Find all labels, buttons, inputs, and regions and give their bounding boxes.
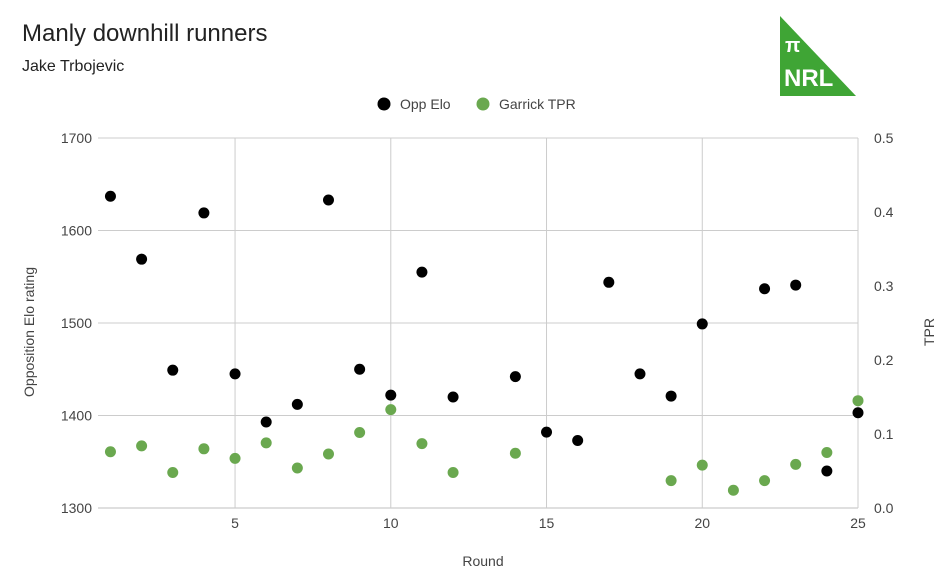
x-tick-label: 20 [694, 515, 710, 531]
y2-tick-label: 0.1 [874, 426, 894, 442]
opp-elo-point [509, 371, 521, 383]
y2-tick-label: 0.5 [874, 130, 894, 146]
garrick-tpr-point [696, 459, 708, 471]
opp-elo-point [104, 190, 116, 202]
x-tick-label: 5 [231, 515, 239, 531]
x-tick-label: 25 [850, 515, 866, 531]
opp-elo-point [572, 434, 584, 446]
garrick-tpr-point [104, 446, 116, 458]
y2-tick-label: 0.2 [874, 352, 894, 368]
opp-elo-point [665, 390, 677, 402]
logo-text: NRL [784, 65, 833, 92]
y2-axis-label: TPR [921, 318, 937, 346]
opp-elo-point [136, 253, 148, 265]
legend[interactable]: Opp Elo Garrick TPR [377, 96, 576, 112]
opp-elo-point [541, 426, 553, 438]
opp-elo-point [229, 368, 241, 380]
opp-elo-point [852, 407, 864, 419]
garrick-tpr-point [852, 395, 864, 407]
logo-triangle [780, 16, 856, 96]
garrick-tpr-point [229, 452, 241, 464]
opp-elo-point [634, 368, 646, 380]
garrick-tpr-point [447, 466, 459, 478]
legend-marker-garrick-tpr [476, 97, 490, 111]
opp-elo-point [603, 276, 615, 288]
opp-elo-point [260, 416, 272, 428]
garrick-tpr-point [354, 427, 366, 439]
y2-tick-label: 0.0 [874, 500, 894, 516]
opp-elo-point [385, 389, 397, 401]
opp-elo-point [416, 266, 428, 278]
garrick-tpr-point [136, 440, 148, 452]
garrick-tpr-point [727, 484, 739, 496]
opp-elo-point [291, 398, 303, 410]
tick-layer: 1300 1400 1500 1600 1700 0.0 0.1 0.2 0.3 0.4 0.5 5 1… [61, 130, 894, 531]
garrick-tpr-point [322, 448, 334, 460]
opp-elo-point [167, 364, 179, 376]
garrick-tpr-point [167, 466, 179, 478]
opp-elo-point [354, 363, 366, 375]
legend-marker-opp-elo [377, 97, 391, 111]
opp-elo-point [821, 465, 833, 477]
legend-label-garrick-tpr: Garrick TPR [499, 96, 576, 112]
garrick-tpr-point [665, 475, 677, 487]
y-tick-label: 1400 [61, 408, 92, 424]
opp-elo-point [447, 391, 459, 403]
garrick-tpr-point [821, 447, 833, 458]
nrl-logo: π NRL [780, 16, 856, 96]
logo-pi-symbol: π [785, 35, 800, 57]
garrick-tpr-point [759, 475, 771, 487]
y-tick-label: 1500 [61, 315, 92, 331]
y2-tick-label: 0.3 [874, 278, 894, 294]
opp-elo-point [790, 279, 802, 291]
garrick-tpr-point [790, 458, 802, 470]
y-tick-label: 1700 [61, 130, 92, 146]
x-tick-label: 15 [539, 515, 555, 531]
opp-elo-point [696, 318, 708, 330]
garrick-tpr-point [416, 438, 428, 450]
point-layer [104, 190, 864, 496]
chart-subtitle: Jake Trbojevic [22, 58, 125, 75]
garrick-tpr-point [385, 404, 397, 416]
grid-layer [98, 137, 859, 509]
y2-tick-label: 0.4 [874, 204, 894, 220]
legend-label-opp-elo: Opp Elo [400, 96, 451, 112]
x-axis-label: Round [462, 553, 503, 569]
opp-elo-point [198, 207, 210, 219]
y-axis-label: Opposition Elo rating [21, 267, 37, 397]
garrick-tpr-point [291, 462, 303, 474]
opp-elo-point [322, 194, 334, 206]
opp-elo-point [759, 283, 771, 295]
garrick-tpr-point [198, 443, 210, 455]
x-tick-label: 10 [383, 515, 399, 531]
y-tick-label: 1600 [61, 223, 92, 239]
y-tick-label: 1300 [61, 500, 92, 516]
chart-title: Manly downhill runners [22, 20, 268, 47]
garrick-tpr-point [509, 447, 521, 459]
garrick-tpr-point [260, 437, 272, 449]
